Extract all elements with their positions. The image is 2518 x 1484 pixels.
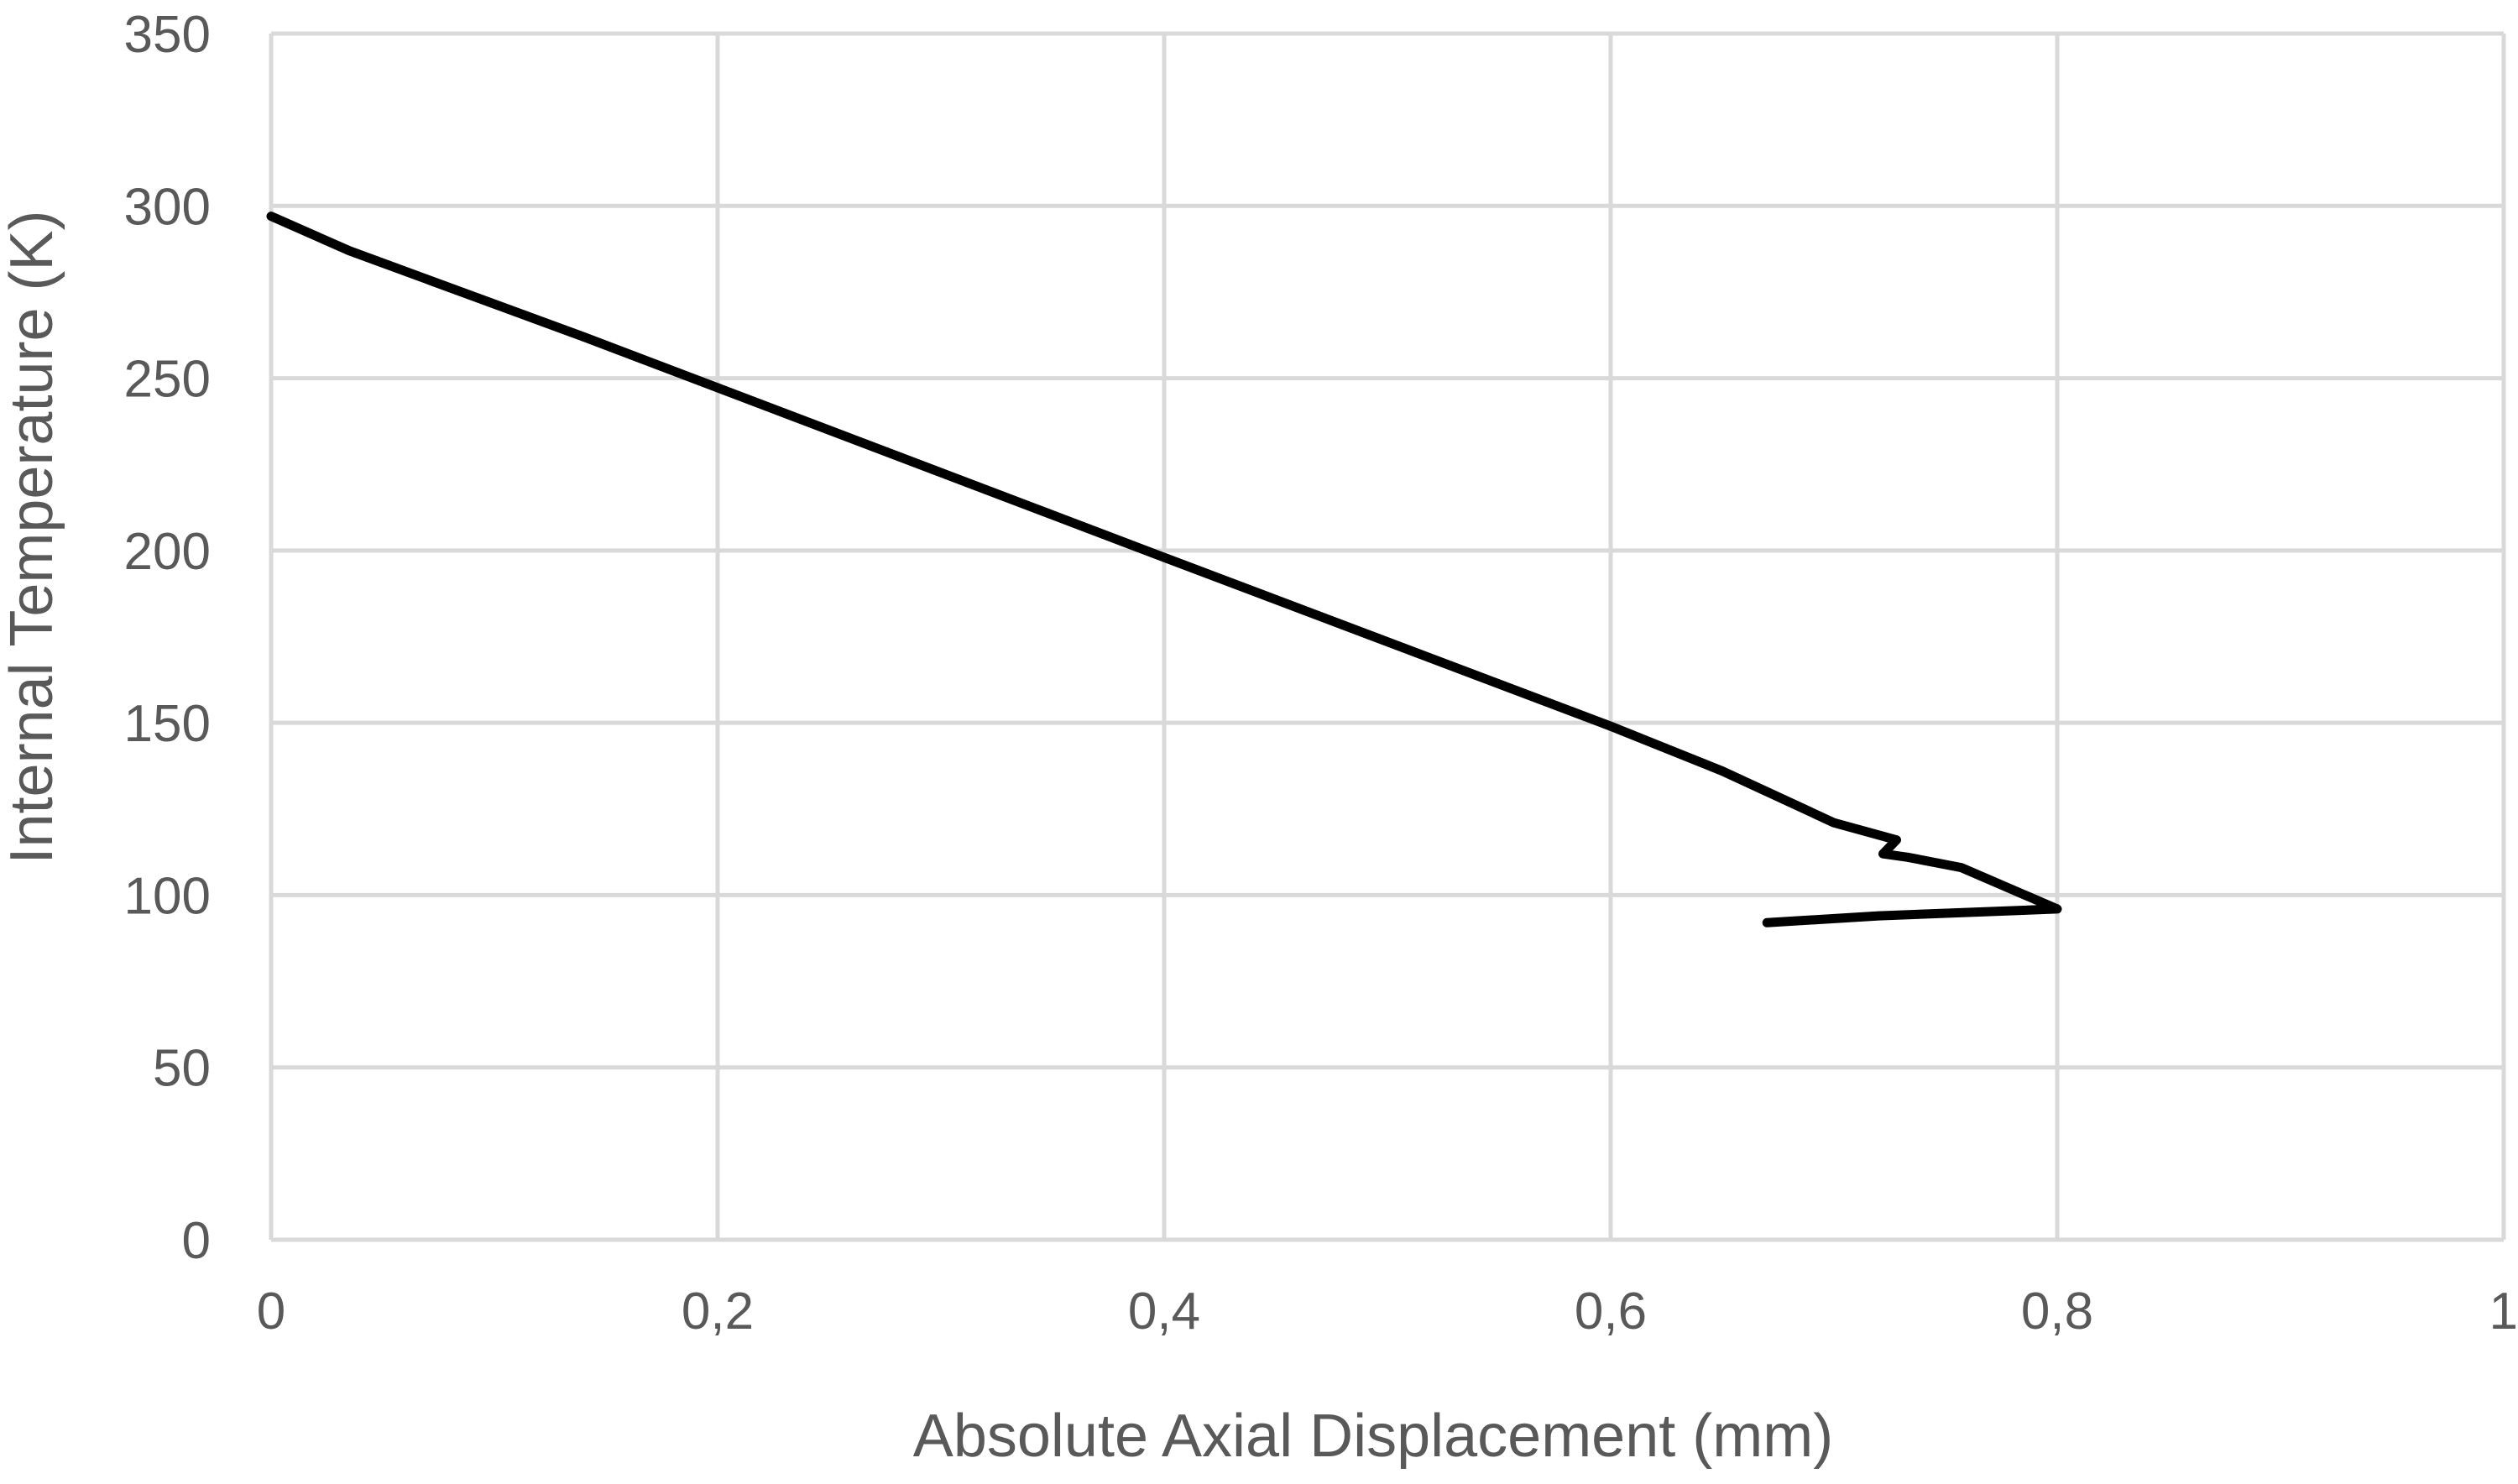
y-axis-title: Internal Temperature (K) — [0, 210, 65, 864]
x-tick-label: 1 — [2489, 1283, 2518, 1340]
x-axis-ticks: 0 0,2 0,4 0,6 0,8 1 — [257, 1283, 2518, 1340]
y-tick-label: 300 — [124, 178, 211, 236]
x-tick-label: 0,4 — [1128, 1283, 1200, 1340]
x-tick-label: 0,2 — [682, 1283, 754, 1340]
x-tick-label: 0,6 — [1575, 1283, 1647, 1340]
series-layer — [266, 212, 2062, 928]
y-axis-ticks: 0 50 100 150 200 250 300 350 — [124, 6, 211, 1270]
y-tick-label: 350 — [124, 6, 211, 64]
y-tick-label: 150 — [124, 695, 211, 753]
grid-lines — [269, 31, 2506, 1242]
y-tick-label: 200 — [124, 523, 211, 581]
x-axis-title: Absolute Axial Displacement (mm) — [913, 1403, 1833, 1470]
x-tick-label: 0,8 — [2021, 1283, 2093, 1340]
y-tick-label: 100 — [124, 867, 211, 925]
x-tick-label: 0 — [257, 1283, 285, 1340]
y-tick-label: 250 — [124, 351, 211, 409]
y-tick-label: 50 — [153, 1040, 211, 1098]
y-tick-label: 0 — [182, 1212, 211, 1270]
series-line — [266, 212, 2062, 928]
